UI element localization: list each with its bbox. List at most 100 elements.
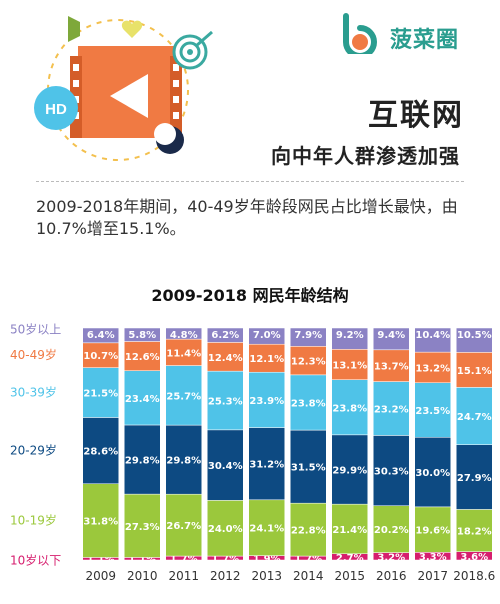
data-label: 23.8%: [332, 403, 367, 414]
data-label: 30.4%: [208, 461, 243, 472]
bar-segment: [456, 352, 493, 388]
bar-segment: [331, 349, 368, 380]
data-label: 30.3%: [374, 467, 409, 478]
play-icon: [110, 74, 148, 118]
megaphone-icon: [68, 16, 80, 42]
data-label: 4.8%: [170, 330, 198, 341]
data-label: 23.2%: [374, 405, 409, 416]
data-label: 29.8%: [166, 456, 201, 467]
data-label: 24.1%: [249, 524, 284, 535]
data-label: 1.7%: [294, 554, 322, 565]
bar-segment: [82, 367, 119, 418]
target-icon: [172, 30, 213, 70]
hd-badge-label: HD: [45, 101, 67, 118]
data-label: 12.4%: [208, 353, 243, 364]
bar-segment: [124, 424, 161, 495]
data-label: 15.1%: [457, 366, 492, 377]
data-label: 27.3%: [125, 522, 160, 533]
legend-label: 40-49岁: [10, 347, 57, 362]
x-tick-label: 2014: [293, 569, 324, 583]
data-label: 12.1%: [249, 354, 284, 365]
heart-icon: [121, 20, 143, 38]
bar-segment: [82, 483, 119, 558]
summary-text: 2009-2018年期间，40-49岁年龄段网民占比增长最快，由10.7%增至1…: [36, 197, 458, 238]
headline: 互联网: [368, 98, 464, 133]
bar-segment: [290, 346, 327, 376]
data-label: 23.9%: [249, 396, 284, 407]
data-label: 21.5%: [83, 389, 118, 400]
data-label: 3.6%: [460, 552, 488, 563]
data-label: 26.7%: [166, 521, 201, 532]
data-label: 13.7%: [374, 362, 409, 373]
data-label: 10.7%: [83, 351, 118, 362]
bar-segment: [414, 506, 451, 553]
data-label: 13.2%: [415, 363, 450, 374]
data-label: 3.3%: [419, 552, 447, 563]
x-tick-label: 2013: [251, 569, 282, 583]
chart-title: 2009-2018 网民年龄结构: [151, 286, 349, 305]
x-tick-label: 2015: [334, 569, 365, 583]
brand-name: 菠菜圈: [390, 28, 460, 53]
data-label: 24.0%: [208, 524, 243, 535]
data-label: 2.7%: [336, 553, 364, 564]
data-label: 30.0%: [415, 468, 450, 479]
x-tick-label: 2016: [376, 569, 407, 583]
x-tick-label: 2012: [210, 569, 241, 583]
bar-segment: [414, 382, 451, 438]
bar-segment: [414, 351, 451, 384]
data-label: 27.9%: [457, 473, 492, 484]
bar-segment: [331, 503, 368, 554]
data-label: 9.2%: [336, 330, 364, 341]
bar-segment: [414, 327, 451, 353]
bar-segment: [373, 435, 410, 506]
legend-label: 10-19岁: [10, 513, 57, 528]
x-tick-label: 2009: [85, 569, 116, 583]
bar-segment: [373, 381, 410, 436]
bar-segment: [456, 509, 493, 552]
x-tick-label: 2010: [127, 569, 158, 583]
x-tick-label: 2011: [168, 569, 199, 583]
bar-segment: [248, 327, 285, 345]
data-label: 1.7%: [170, 554, 198, 565]
bar-segment: [248, 427, 285, 501]
dashed-orbit-decoration: [47, 19, 189, 161]
data-label: 23.4%: [125, 394, 160, 405]
data-label: 1.7%: [211, 554, 239, 565]
bar-segment: [373, 349, 410, 382]
bar-segment: [456, 444, 493, 510]
bar-segment: [331, 379, 368, 436]
bar-segment: [207, 429, 244, 501]
bar-segment: [165, 493, 202, 557]
bar-segment: [165, 365, 202, 426]
legend-label: 50岁以上: [10, 321, 61, 336]
bar-segment: [290, 374, 327, 431]
legend-label: 20-29岁: [10, 443, 57, 458]
section-divider: [36, 181, 464, 182]
data-label: 23.5%: [415, 406, 450, 417]
bar-segment: [165, 327, 202, 340]
bar-segment: [124, 341, 161, 371]
bar-segment: [456, 327, 493, 353]
data-label: 1.1%: [87, 555, 115, 566]
data-label: 11.4%: [166, 348, 201, 359]
data-label: 12.6%: [125, 352, 160, 363]
data-label: 1.1%: [128, 555, 156, 566]
bar-segment: [331, 434, 368, 505]
data-label: 31.5%: [291, 463, 326, 474]
bar-segment: [290, 429, 327, 504]
bar-segment: [207, 500, 244, 557]
bar-segment: [82, 327, 119, 344]
data-label: 6.4%: [87, 330, 115, 341]
data-label: 31.8%: [83, 517, 118, 528]
bar-segment: [331, 327, 368, 350]
data-label: 31.2%: [249, 460, 284, 471]
bar-segment: [290, 502, 327, 557]
data-label: 3.2%: [377, 552, 405, 563]
data-label: 24.7%: [457, 412, 492, 423]
data-label: 29.9%: [332, 465, 367, 476]
bar-segment: [124, 327, 161, 342]
hd-badge-icon: HD: [34, 86, 78, 130]
bar-segment: [414, 437, 451, 508]
data-label: 25.7%: [166, 391, 201, 402]
bar-segment: [207, 370, 244, 431]
